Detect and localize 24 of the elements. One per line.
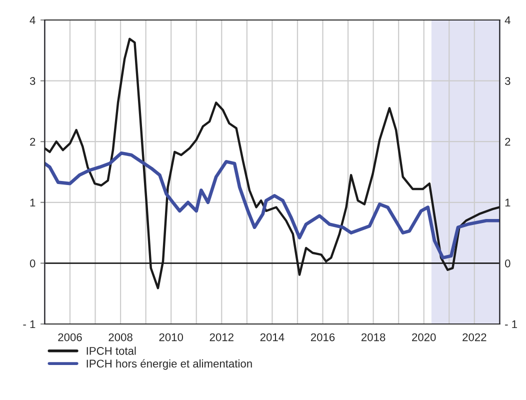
legend-label: IPCH hors énergie et alimentation [86, 359, 252, 370]
y2-tick-label: 0 [504, 259, 510, 268]
y2-tick-label: 4 [504, 16, 510, 24]
line-series [44, 151, 500, 260]
y-tick-label: - 1 [23, 320, 36, 328]
y-tick-label: 1 [30, 198, 36, 206]
x-tick-label: 2006 [58, 333, 82, 342]
y2-tick-label: 3 [504, 77, 510, 85]
y-tick-label: 3 [30, 77, 36, 85]
y-tick-label: 4 [30, 16, 36, 24]
x-tick-label: 2008 [108, 333, 132, 342]
y2-tick-label: - 1 [505, 320, 517, 328]
y2-tick-label: 1 [505, 198, 510, 206]
y-tick-label: 2 [30, 138, 36, 146]
x-tick-label: 2022 [462, 333, 486, 342]
x-tick-label: 2012 [210, 333, 234, 342]
y2-tick-label: 2 [505, 138, 510, 146]
x-tick-label: 2010 [159, 333, 184, 342]
x-tick-label: 2016 [310, 333, 335, 342]
legend-label: IPCH total [86, 346, 136, 355]
y-tick-label: 0 [30, 259, 36, 268]
x-tick-label: 2014 [260, 333, 284, 342]
x-tick-label: 2018 [362, 333, 386, 342]
x-tick-label: 2020 [412, 333, 436, 342]
